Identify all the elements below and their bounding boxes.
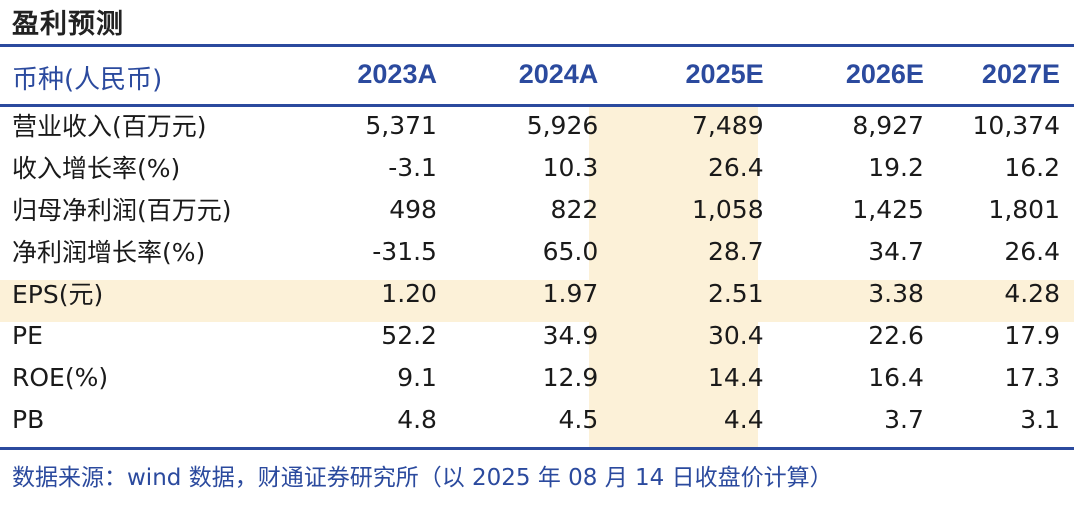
table-cell: 26.4 bbox=[1004, 236, 1060, 266]
table-cell: 8,927 bbox=[852, 110, 924, 140]
table-cell: 17.9 bbox=[1004, 320, 1060, 350]
table-cell: 9.1 bbox=[397, 362, 437, 392]
bottom-rule bbox=[0, 447, 1074, 450]
year-header-2023a: 2023A bbox=[357, 59, 437, 89]
table-cell: 26.4 bbox=[707, 152, 764, 182]
table-cell: 16.2 bbox=[1004, 152, 1060, 182]
page-title: 盈利预测 bbox=[12, 9, 124, 40]
year-header-2026e: 2026E bbox=[845, 59, 924, 89]
table-cell: 1.20 bbox=[381, 278, 437, 308]
table-cell: 34.7 bbox=[868, 236, 924, 266]
year-header-2025e: 2025E bbox=[685, 59, 764, 89]
source-note: 数据来源：wind 数据，财通证券研究所（以 2025 年 08 月 14 日收… bbox=[12, 465, 833, 491]
top-rule bbox=[0, 44, 1074, 47]
table-cell: 30.4 bbox=[707, 320, 764, 350]
table-row: 营业收入(百万元) 5,371 5,926 7,489 8,927 10,374 bbox=[0, 104, 1074, 146]
table-cell: 12.9 bbox=[542, 362, 599, 392]
table-cell: 498 bbox=[389, 194, 437, 224]
row-label: 净利润增长率(%) bbox=[12, 238, 206, 267]
table-row: 净利润增长率(%) -31.5 65.0 28.7 34.7 26.4 bbox=[0, 230, 1074, 272]
table-cell: 3.7 bbox=[884, 404, 924, 434]
table-cell: -3.1 bbox=[388, 152, 437, 182]
table-cell: 3.38 bbox=[868, 278, 924, 308]
row-label: 营业收入(百万元) bbox=[12, 112, 207, 141]
table-cell: 1,801 bbox=[988, 194, 1060, 224]
table-cell: 1,425 bbox=[852, 194, 924, 224]
table-row: 收入增长率(%) -3.1 10.3 26.4 19.2 16.2 bbox=[0, 146, 1074, 188]
table-row: ROE(%) 9.1 12.9 14.4 16.4 17.3 bbox=[0, 356, 1074, 398]
table-cell: -31.5 bbox=[372, 236, 437, 266]
table-row: EPS(元) 1.20 1.97 2.51 3.38 4.28 bbox=[0, 272, 1074, 314]
highlight-row-eps bbox=[0, 280, 1074, 322]
table-row: PB 4.8 4.5 4.4 3.7 3.1 bbox=[0, 398, 1074, 440]
row-label: PB bbox=[12, 404, 45, 434]
table-cell: 4.4 bbox=[723, 404, 764, 434]
table-row: PE 52.2 34.9 30.4 22.6 17.9 bbox=[0, 314, 1074, 356]
row-label: ROE(%) bbox=[12, 362, 109, 392]
table-row: 归母净利润(百万元) 498 822 1,058 1,425 1,801 bbox=[0, 188, 1074, 230]
table-cell: 14.4 bbox=[707, 362, 764, 392]
table-cell: 34.9 bbox=[542, 320, 599, 350]
currency-header: 币种(人民币) bbox=[12, 65, 163, 95]
header-rule bbox=[0, 104, 1074, 107]
table-cell: 10.3 bbox=[542, 152, 599, 182]
table-cell: 4.5 bbox=[558, 404, 599, 434]
table-cell: 2.51 bbox=[707, 278, 764, 308]
table-cell: 10,374 bbox=[972, 110, 1060, 140]
table-cell: 4.8 bbox=[397, 404, 437, 434]
earnings-forecast-table: 币种(人民币) 2023A 2024A 2025E 2026E 2027E 营业… bbox=[0, 59, 1074, 440]
highlight-column-2025e bbox=[589, 107, 758, 447]
table-cell: 65.0 bbox=[542, 236, 599, 266]
table-header-row: 币种(人民币) 2023A 2024A 2025E 2026E 2027E bbox=[0, 59, 1074, 104]
row-label: 归母净利润(百万元) bbox=[12, 196, 232, 225]
row-label: 收入增长率(%) bbox=[12, 154, 181, 183]
table-cell: 5,371 bbox=[365, 110, 437, 140]
table-cell: 7,489 bbox=[692, 110, 764, 140]
table-cell: 22.6 bbox=[868, 320, 924, 350]
table-cell: 52.2 bbox=[381, 320, 437, 350]
table-cell: 3.1 bbox=[1020, 404, 1060, 434]
table-cell: 17.3 bbox=[1004, 362, 1060, 392]
table-cell: 28.7 bbox=[707, 236, 764, 266]
table-cell: 4.28 bbox=[1004, 278, 1060, 308]
table-cell: 5,926 bbox=[526, 110, 599, 140]
row-label: EPS(元) bbox=[12, 280, 104, 309]
table-cell: 16.4 bbox=[868, 362, 924, 392]
table-cell: 1.97 bbox=[542, 278, 599, 308]
year-header-2024a: 2024A bbox=[518, 59, 599, 89]
table-cell: 19.2 bbox=[868, 152, 924, 182]
table-cell: 1,058 bbox=[692, 194, 764, 224]
table-cell: 822 bbox=[550, 194, 599, 224]
row-label: PE bbox=[12, 320, 43, 350]
year-header-2027e: 2027E bbox=[981, 59, 1060, 89]
